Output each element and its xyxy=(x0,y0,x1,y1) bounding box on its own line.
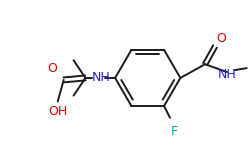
Text: OH: OH xyxy=(48,105,68,118)
Text: O: O xyxy=(47,62,57,75)
Text: O: O xyxy=(216,32,226,45)
Text: NH: NH xyxy=(218,68,236,81)
Text: NH: NH xyxy=(92,71,111,84)
Text: F: F xyxy=(170,125,177,138)
